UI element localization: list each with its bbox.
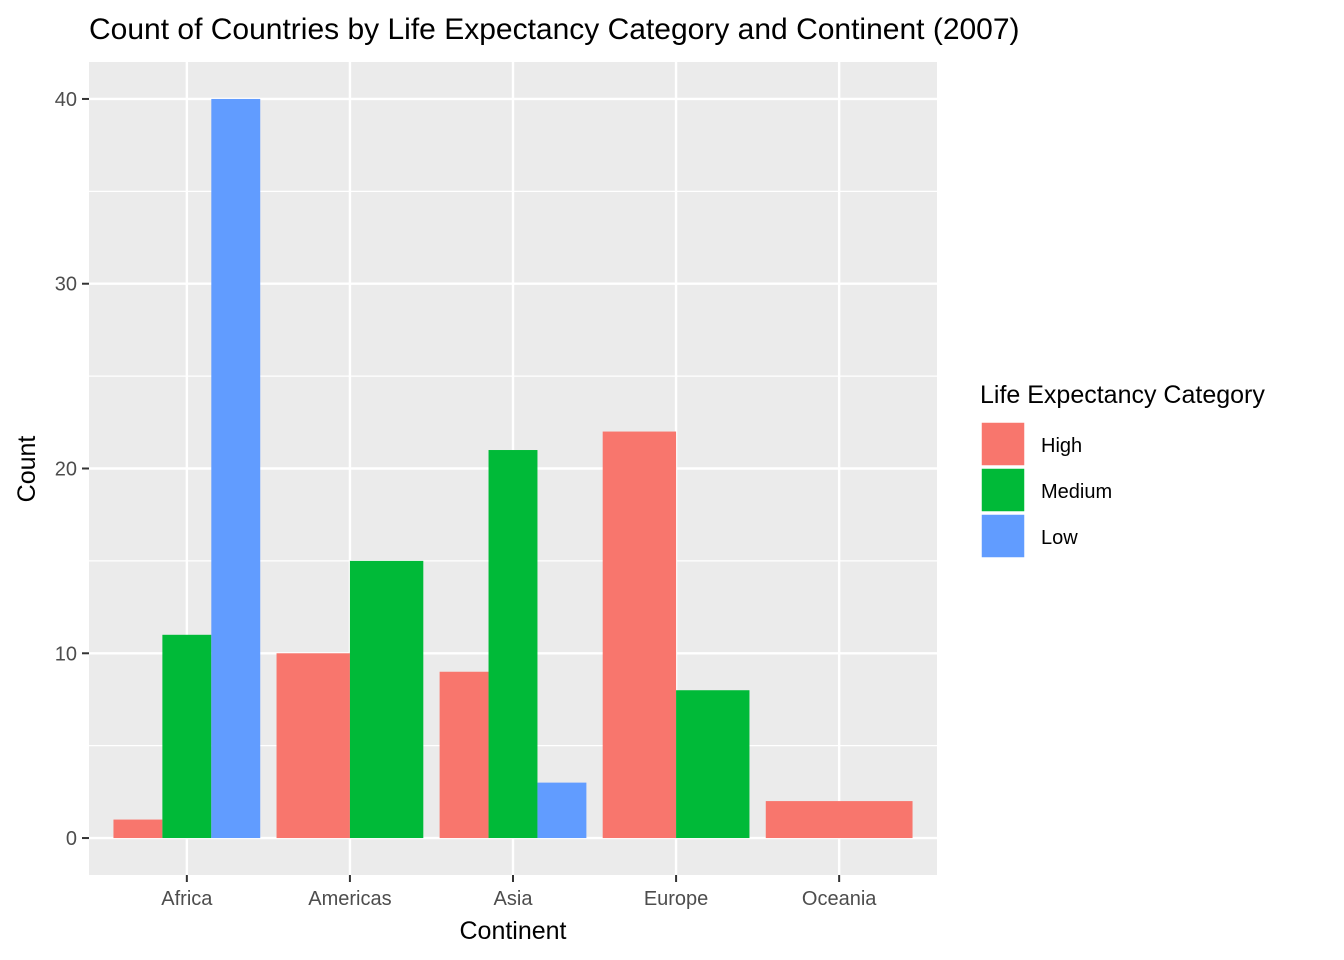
bar-high-africa [113, 819, 163, 839]
bar-low-asia [537, 782, 587, 839]
bar-medium-americas [349, 560, 424, 839]
x-tick-label: Americas [308, 888, 391, 910]
y-tick-label: 30 [55, 274, 77, 296]
y-tick-label: 40 [55, 89, 77, 111]
bar-high-americas [276, 653, 350, 839]
bar-medium-europe [676, 690, 750, 839]
x-axis: Africa Americas Asia Europe Oceania [161, 875, 877, 910]
legend-key-medium [980, 467, 1026, 513]
bar-medium-asia [488, 450, 538, 839]
legend-label-high: High [1041, 435, 1082, 457]
y-tick-label: 20 [55, 459, 77, 481]
x-tick-label: Asia [494, 888, 534, 910]
y-tick-label: 0 [66, 828, 77, 850]
bar-high-europe [602, 431, 677, 839]
chart-title: Count of Countries by Life Expectancy Ca… [89, 13, 1020, 46]
bar-low-africa [211, 98, 261, 839]
bar-medium-africa [162, 634, 212, 839]
bars [113, 98, 913, 839]
legend: Life Expectancy Category High Medium Low [980, 381, 1265, 559]
legend-label-medium: Medium [1041, 481, 1112, 503]
x-tick-label: Oceania [802, 888, 877, 910]
y-axis: 0 10 20 30 40 [55, 89, 89, 850]
y-axis-title: Count [13, 436, 41, 503]
legend-key-high [980, 421, 1026, 467]
bar-high-oceania [765, 801, 913, 839]
y-tick-label: 10 [55, 643, 77, 665]
bar-high-asia [439, 671, 489, 839]
legend-label-low: Low [1041, 527, 1078, 549]
x-tick-label: Europe [644, 888, 709, 910]
legend-title: Life Expectancy Category [980, 381, 1265, 409]
x-axis-title: Continent [459, 917, 566, 945]
legend-key-low [980, 513, 1026, 559]
x-tick-label: Africa [161, 888, 213, 910]
